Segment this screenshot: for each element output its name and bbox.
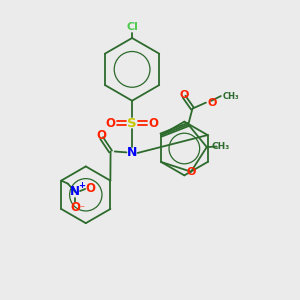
Text: +: + xyxy=(78,181,85,190)
Text: O: O xyxy=(106,117,116,130)
Text: CH₃: CH₃ xyxy=(222,92,239,100)
Text: N: N xyxy=(70,185,80,199)
Text: O: O xyxy=(186,167,196,177)
Text: O: O xyxy=(207,98,217,108)
Text: O: O xyxy=(96,129,106,142)
Text: Cl: Cl xyxy=(126,22,138,32)
Text: ⁻: ⁻ xyxy=(79,205,84,214)
Text: O: O xyxy=(70,201,80,214)
Text: CH₃: CH₃ xyxy=(211,142,229,151)
Text: O: O xyxy=(86,182,96,196)
Text: O: O xyxy=(148,117,159,130)
Text: O: O xyxy=(179,90,189,100)
Text: S: S xyxy=(127,117,137,130)
Text: N: N xyxy=(127,146,137,160)
